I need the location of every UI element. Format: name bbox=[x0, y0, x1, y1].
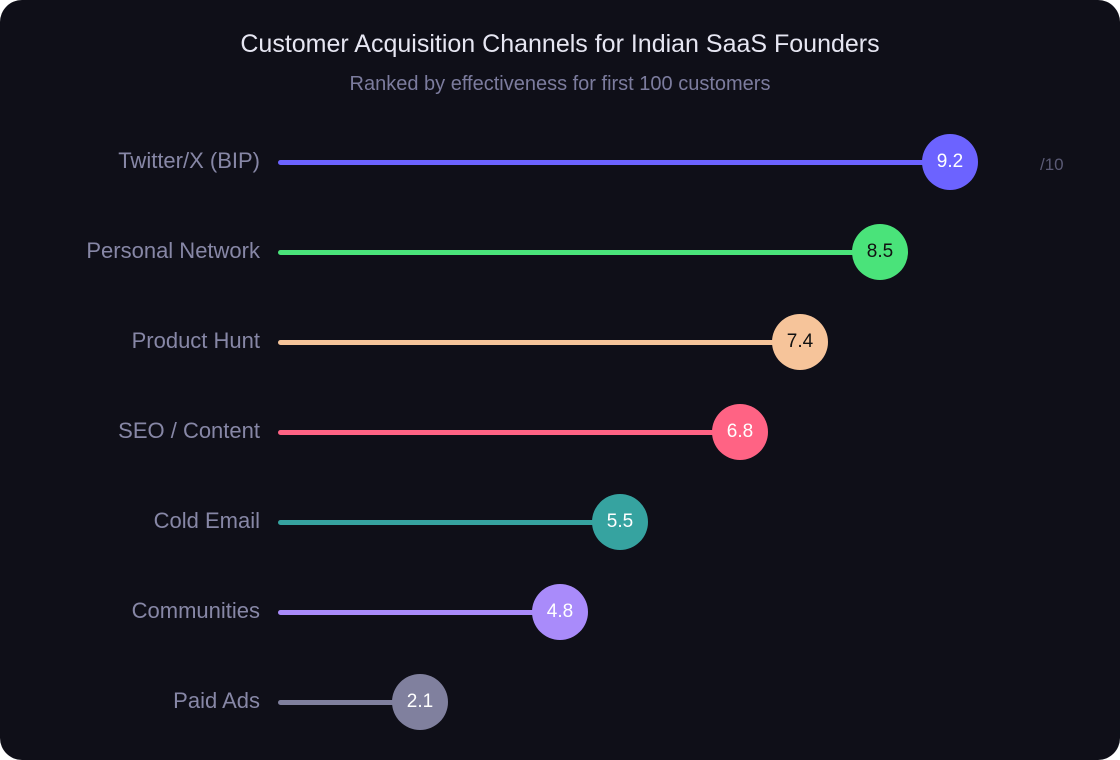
chart-row: Personal Network 8.5 bbox=[0, 224, 1120, 280]
chart-row: Twitter/X (BIP) 9.2 bbox=[0, 134, 1120, 190]
chart-row: SEO / Content 6.8 bbox=[0, 404, 1120, 460]
lollipop-stem bbox=[278, 160, 950, 165]
value-label: 6.8 bbox=[726, 421, 754, 442]
category-label: Personal Network bbox=[86, 238, 260, 263]
lollipop-stem bbox=[278, 250, 880, 255]
category-label: Product Hunt bbox=[131, 328, 260, 353]
value-marker: 9.2 bbox=[922, 134, 978, 190]
chart-title: Customer Acquisition Channels for Indian… bbox=[240, 30, 880, 58]
value-marker: 7.4 bbox=[772, 314, 828, 370]
lollipop-stem bbox=[278, 700, 420, 705]
chart-row: Cold Email 5.5 bbox=[0, 494, 1120, 550]
value-label: 7.4 bbox=[786, 331, 814, 352]
lollipop-stem bbox=[278, 610, 560, 615]
lollipop-stem bbox=[278, 520, 620, 525]
category-label: Twitter/X (BIP) bbox=[118, 148, 260, 173]
value-label: 2.1 bbox=[406, 691, 434, 712]
value-label: 9.2 bbox=[936, 151, 964, 172]
lollipop-stem bbox=[278, 430, 740, 435]
chart-subtitle: Ranked by effectiveness for first 100 cu… bbox=[349, 73, 771, 95]
unit-label: /10 bbox=[1040, 155, 1064, 174]
category-label: Communities bbox=[131, 598, 260, 623]
value-marker: 5.5 bbox=[592, 494, 648, 550]
chart-row: Product Hunt 7.4 bbox=[0, 314, 1120, 370]
category-label: Paid Ads bbox=[173, 688, 260, 713]
value-marker: 6.8 bbox=[712, 404, 768, 460]
value-marker: 4.8 bbox=[532, 584, 588, 640]
chart-row: Paid Ads 2.1 bbox=[0, 674, 1120, 730]
value-marker: 2.1 bbox=[392, 674, 448, 730]
lollipop-stem bbox=[278, 340, 800, 345]
value-marker: 8.5 bbox=[852, 224, 908, 280]
chart-row: Communities 4.8 bbox=[0, 584, 1120, 640]
category-label: Cold Email bbox=[153, 508, 260, 533]
category-label: SEO / Content bbox=[118, 418, 260, 443]
value-label: 8.5 bbox=[866, 241, 894, 262]
value-label: 5.5 bbox=[606, 511, 634, 532]
value-label: 4.8 bbox=[546, 601, 574, 622]
